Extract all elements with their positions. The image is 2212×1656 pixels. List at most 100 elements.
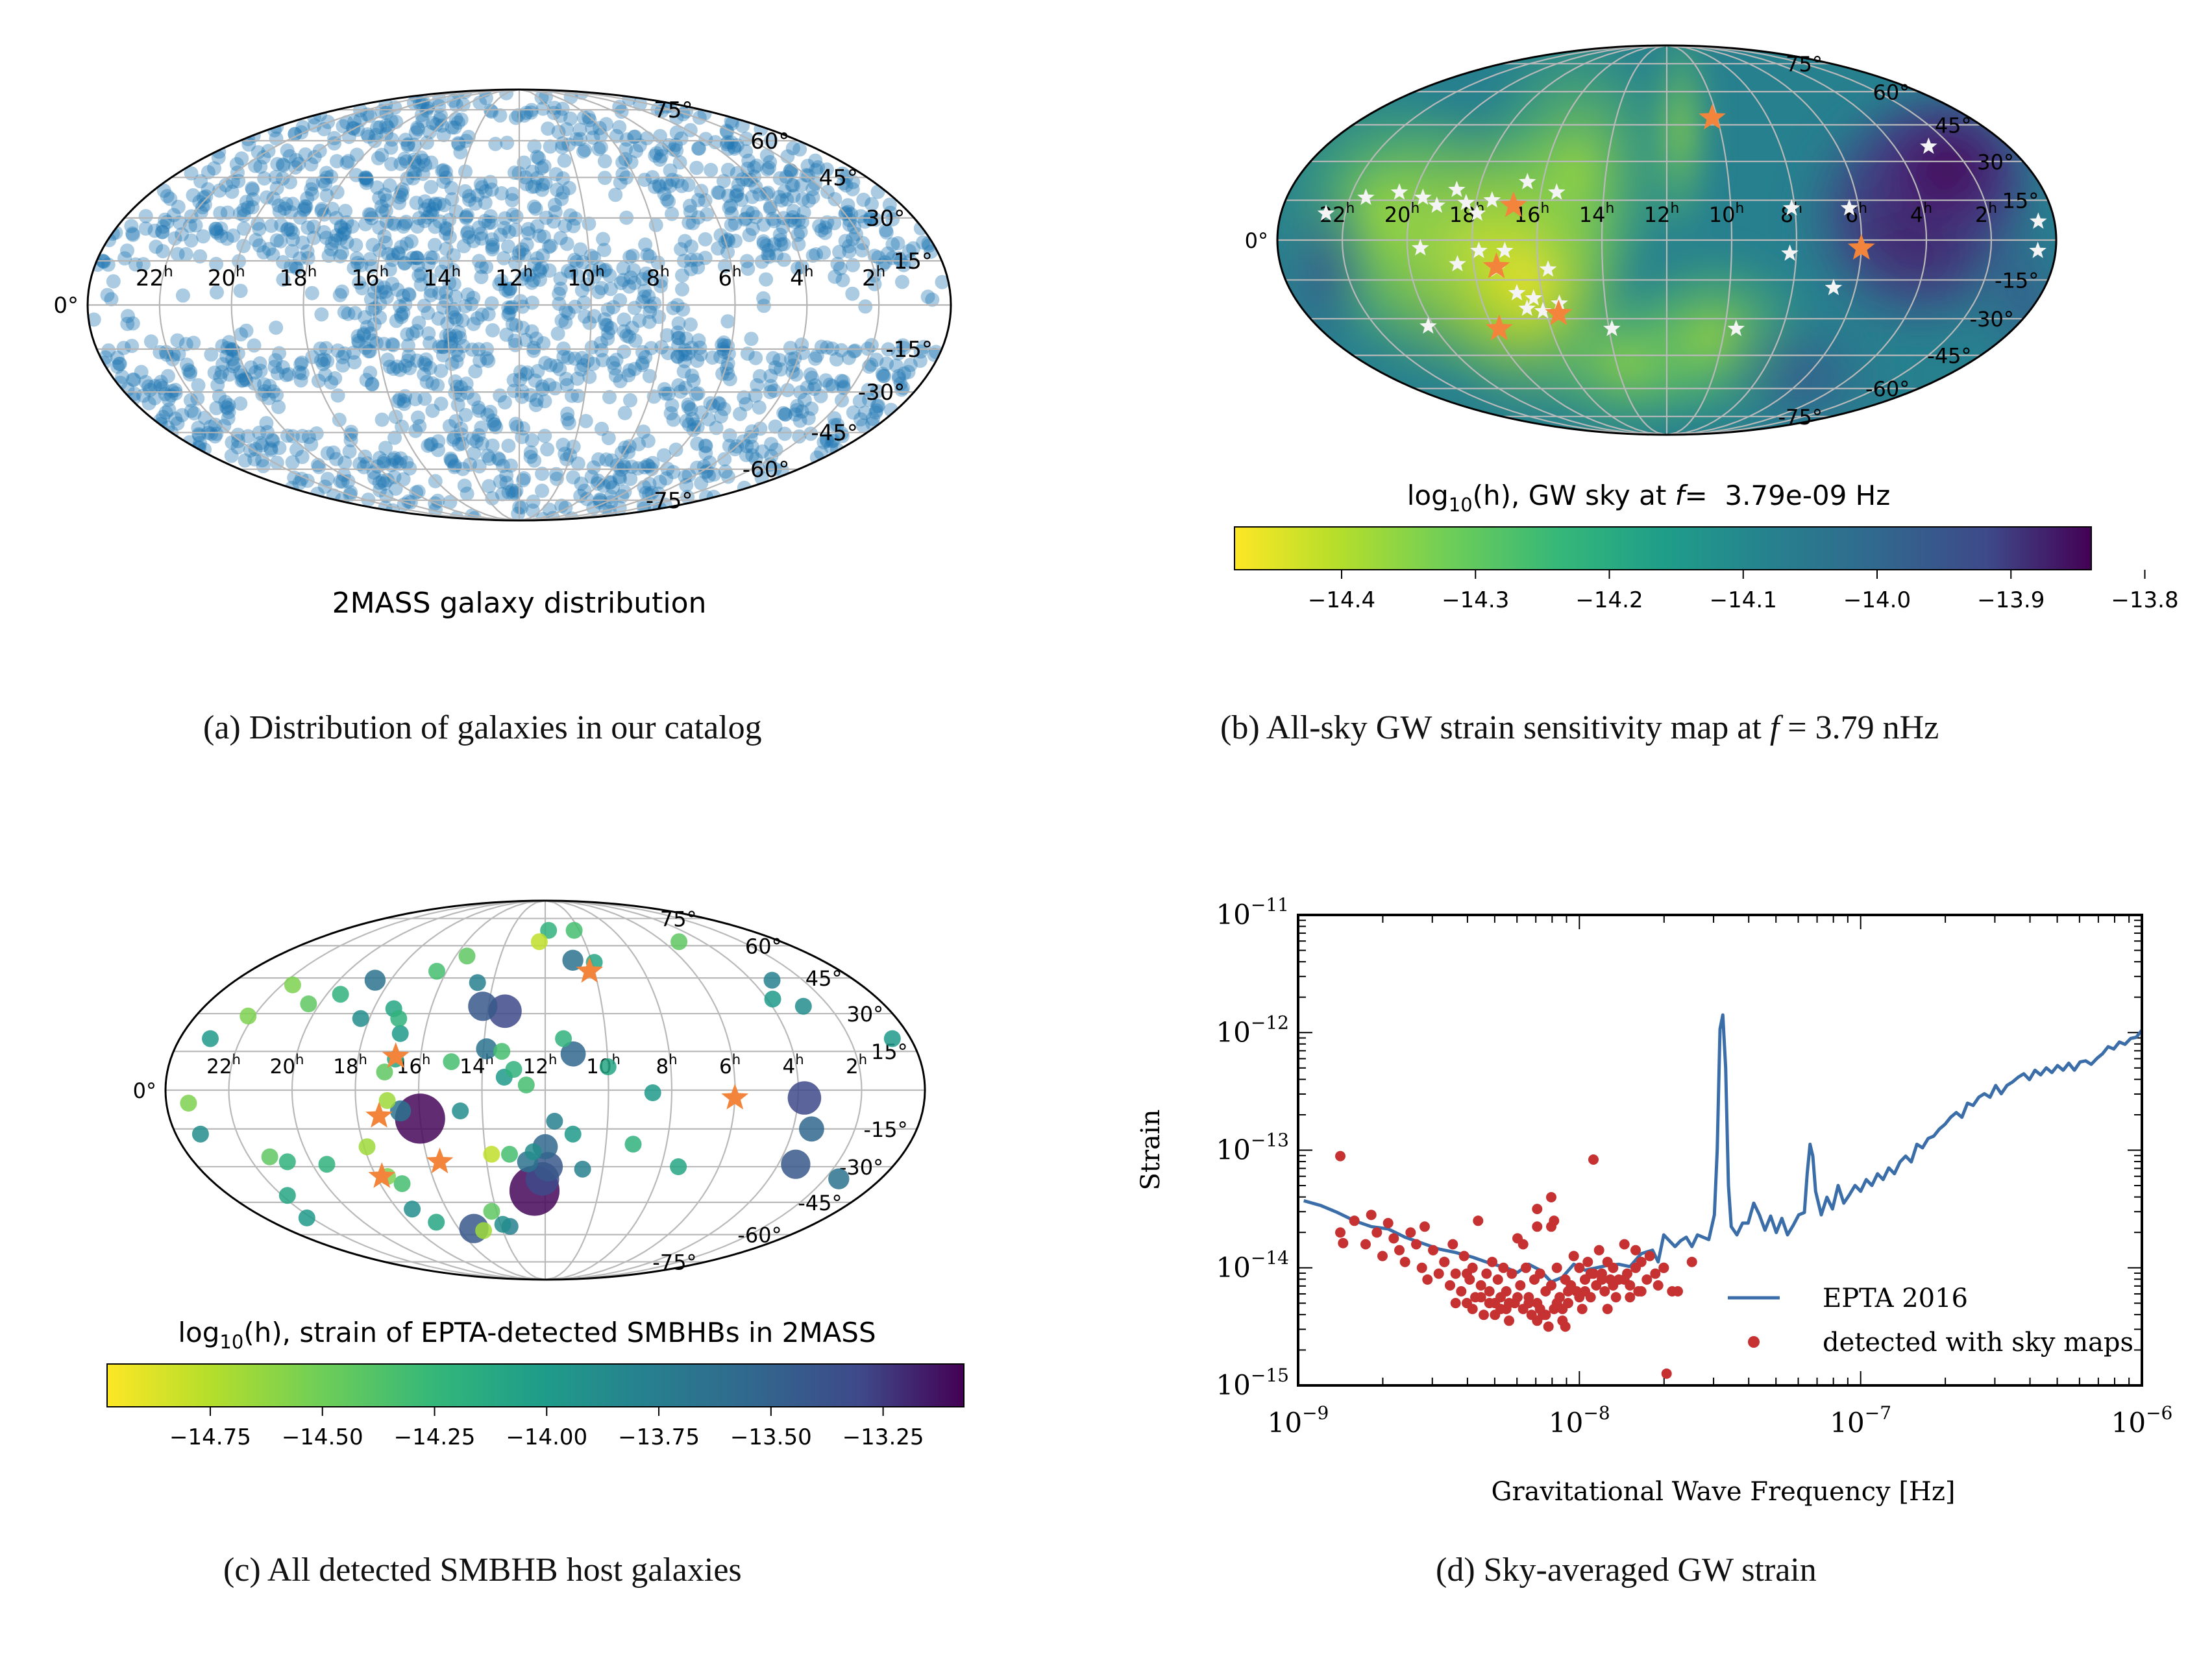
galaxy-point: [642, 369, 657, 384]
galaxy-point: [572, 123, 587, 138]
galaxy-point: [431, 311, 446, 326]
galaxy-point: [789, 403, 804, 417]
galaxy-point: [671, 316, 686, 331]
dec-tick-label: -30°: [1970, 307, 2014, 332]
detected-point: [1551, 1262, 1562, 1273]
galaxy-point: [320, 472, 335, 487]
galaxy-point: [556, 185, 571, 200]
galaxy-point: [748, 388, 763, 403]
host-galaxy-point: [318, 1156, 336, 1173]
galaxy-point: [663, 406, 678, 420]
galaxy-point: [752, 369, 767, 384]
galaxy-point: [500, 136, 515, 151]
galaxy-point: [532, 228, 547, 243]
galaxy-point: [698, 438, 713, 453]
galaxy-point: [304, 286, 319, 300]
galaxy-point: [382, 359, 397, 374]
detected-point: [1661, 1368, 1672, 1379]
galaxy-point: [716, 174, 731, 189]
galaxy-point: [365, 377, 380, 392]
galaxy-point: [722, 428, 737, 443]
galaxy-point: [426, 116, 441, 130]
galaxy-point: [717, 345, 731, 359]
galaxy-point: [307, 150, 322, 164]
galaxy-point: [650, 255, 665, 270]
galaxy-point: [398, 132, 413, 147]
galaxy-point: [171, 199, 186, 214]
galaxy-point: [363, 326, 378, 341]
galaxy-point: [436, 339, 450, 354]
galaxy-point: [484, 103, 498, 118]
galaxy-point: [598, 262, 613, 277]
galaxy-point: [493, 108, 508, 123]
dec-tick-label: 60°: [750, 128, 789, 154]
host-galaxy-point: [202, 1030, 219, 1047]
galaxy-point: [809, 247, 824, 262]
galaxy-point: [590, 476, 605, 491]
galaxy-point: [652, 178, 667, 193]
x-tick-label: 10−9: [1268, 1402, 1329, 1439]
galaxy-point: [204, 347, 219, 362]
galaxy-point: [504, 458, 519, 473]
galaxy-point: [481, 215, 496, 230]
galaxy-point: [461, 189, 476, 204]
detected-point: [1534, 1268, 1545, 1279]
galaxy-point: [423, 272, 437, 287]
galaxy-point: [297, 202, 312, 217]
galaxy-point: [436, 163, 451, 178]
galaxy-point: [446, 432, 461, 447]
colorbar-tick-label: −13.25: [842, 1424, 924, 1450]
galaxy-point: [418, 158, 433, 173]
host-galaxy-point: [300, 995, 317, 1012]
galaxy-point: [234, 373, 249, 388]
galaxy-point: [627, 276, 642, 291]
galaxy-point: [393, 451, 408, 466]
galaxy-point: [712, 396, 727, 411]
galaxy-point: [785, 178, 800, 193]
galaxy-point: [417, 298, 432, 313]
detected-point: [1445, 1280, 1455, 1291]
galaxy-point: [630, 461, 645, 476]
caption-c: (c) All detected SMBHB host galaxies: [223, 1552, 742, 1589]
galaxy-point: [855, 236, 870, 250]
galaxy-point: [293, 357, 308, 372]
galaxy-point: [776, 219, 791, 234]
galaxy-point: [829, 352, 844, 367]
dec-tick-label: -75°: [1778, 405, 1823, 430]
host-galaxy-point: [261, 1148, 278, 1165]
galaxy-point: [432, 286, 447, 300]
galaxy-point: [230, 428, 245, 443]
galaxy-point: [542, 239, 556, 254]
detected-point: [1475, 1292, 1486, 1303]
galaxy-point: [560, 412, 575, 427]
galaxy-point: [845, 286, 860, 301]
galaxy-point: [681, 346, 696, 361]
galaxy-point: [707, 467, 722, 482]
galaxy-point: [623, 393, 637, 408]
detected-point: [1653, 1280, 1664, 1291]
galaxy-point: [675, 282, 689, 297]
galaxy-point: [530, 149, 545, 164]
dec-tick-label: 0°: [53, 293, 79, 319]
galaxy-point: [657, 186, 672, 201]
galaxy-point: [401, 287, 416, 302]
galaxy-point: [214, 365, 229, 380]
galaxy-point: [876, 369, 891, 384]
host-galaxy-point: [376, 1064, 393, 1080]
host-galaxy-point: [364, 969, 386, 991]
y-tick-label: 10−11: [1216, 894, 1289, 931]
galaxy-point: [449, 204, 463, 219]
galaxy-point: [320, 354, 335, 369]
galaxy-point: [183, 365, 198, 379]
detected-point: [1577, 1304, 1588, 1315]
galaxy-point: [341, 154, 356, 169]
galaxy-point: [230, 440, 245, 455]
galaxy-point: [561, 350, 576, 365]
galaxy-point: [776, 237, 791, 252]
galaxy-point: [750, 158, 764, 173]
galaxy-point: [748, 350, 763, 365]
detected-point: [1462, 1268, 1472, 1279]
galaxy-point: [247, 452, 262, 467]
galaxy-point: [825, 379, 840, 393]
